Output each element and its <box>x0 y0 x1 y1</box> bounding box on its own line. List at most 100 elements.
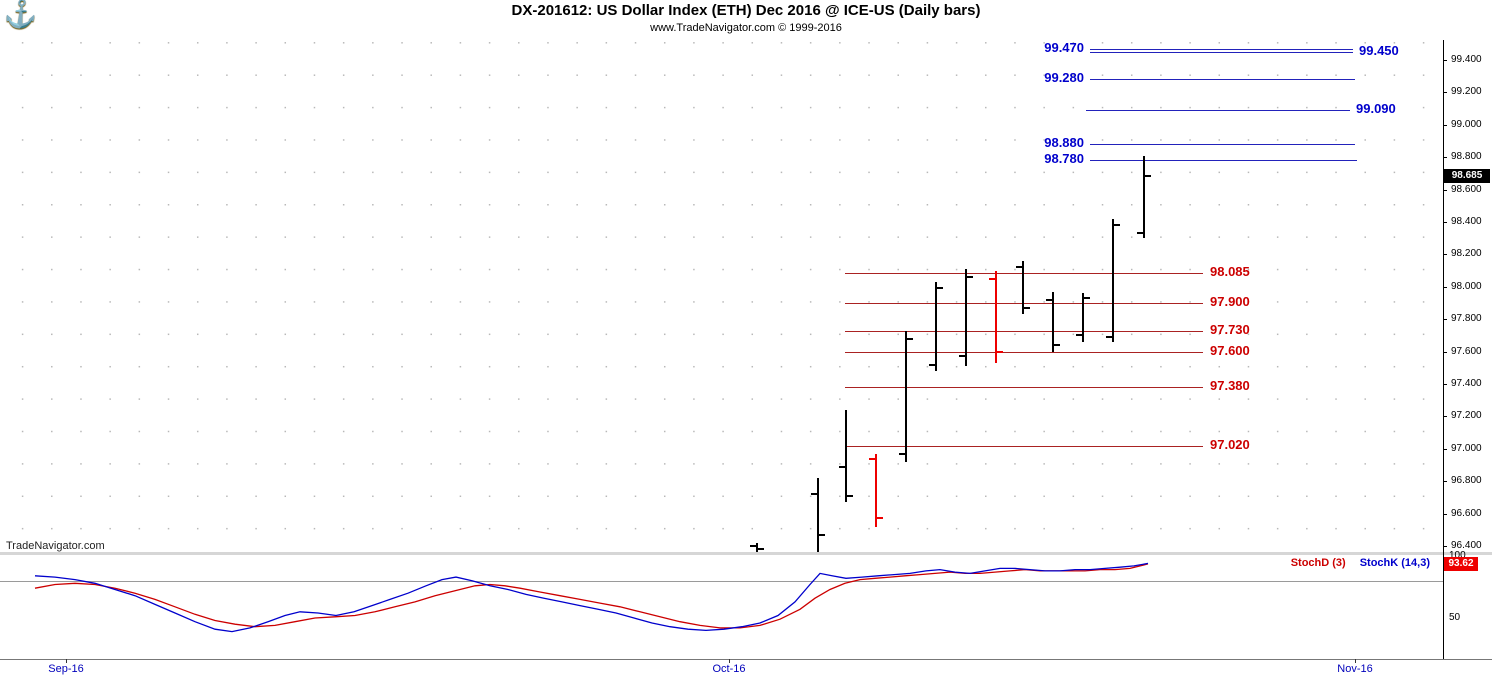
price-axis-label: 98.000 <box>1451 280 1482 292</box>
price-axis-tick <box>1443 157 1447 159</box>
price-axis-tick <box>1443 92 1447 94</box>
price-axis-label: 99.000 <box>1451 118 1482 130</box>
ohlc-bar <box>1082 293 1084 342</box>
ohlc-bar <box>935 281 937 372</box>
resistance-label: 98.880 <box>1044 135 1084 151</box>
ohlc-open-tick <box>959 355 965 358</box>
ohlc-close-tick <box>1084 297 1090 300</box>
price-axis-label: 98.200 <box>1451 248 1482 260</box>
legend-item-stochd[interactable]: StochD (3) <box>1290 557 1346 569</box>
ohlc-close-tick <box>758 548 764 551</box>
time-axis-line <box>0 659 1492 660</box>
stoch-axis-label: 50 <box>1449 612 1461 623</box>
support-line[interactable] <box>845 273 1203 275</box>
ohlc-bar <box>1143 155 1145 239</box>
resistance-line[interactable] <box>1090 79 1355 81</box>
resistance-label: 98.780 <box>1044 151 1084 167</box>
price-axis-label: 99.200 <box>1451 86 1482 98</box>
ohlc-close-tick <box>907 337 913 340</box>
price-axis-tick <box>1443 448 1447 450</box>
price-axis-tick <box>1443 124 1447 126</box>
ohlc-open-tick <box>1106 336 1112 339</box>
ohlc-close-tick <box>1024 306 1030 309</box>
support-label: 97.380 <box>1210 378 1250 394</box>
x-axis-tick <box>66 659 67 663</box>
ohlc-bar <box>1112 218 1114 342</box>
watermark: TradeNavigator.com <box>6 540 105 552</box>
support-label: 97.900 <box>1210 294 1250 309</box>
price-axis-label: 98.600 <box>1451 183 1482 195</box>
price-axis-tick <box>1443 319 1447 321</box>
price-axis-label: 96.400 <box>1451 540 1482 551</box>
ohlc-close-tick <box>819 533 825 536</box>
ohlc-open-tick <box>1076 334 1082 337</box>
support-line[interactable] <box>845 387 1203 389</box>
resistance-line[interactable] <box>1086 110 1350 112</box>
indicator-legend: StochD (3) StochK (14,3) <box>1240 557 1430 569</box>
price-axis-tick <box>1443 481 1447 483</box>
price-axis-tick <box>1443 384 1447 385</box>
support-line[interactable] <box>845 351 1203 353</box>
resistance-label: 99.280 <box>1044 70 1084 86</box>
ohlc-bar <box>1022 260 1024 315</box>
price-axis-tick <box>1443 416 1447 418</box>
ohlc-bar <box>875 453 877 527</box>
ohlc-bar <box>965 268 967 367</box>
price-axis-tick <box>1443 254 1447 256</box>
ohlc-bar <box>1052 291 1054 352</box>
ohlc-bar <box>845 409 847 503</box>
price-axis-label: 97.800 <box>1451 313 1482 325</box>
ohlc-open-tick <box>1046 298 1052 301</box>
stoch-ref-line <box>0 580 1443 582</box>
x-axis-tick <box>1355 659 1356 663</box>
x-axis-tick <box>729 659 730 663</box>
ohlc-close-tick <box>967 276 973 279</box>
resistance-label: 99.450 <box>1359 42 1399 58</box>
ohlc-close-tick <box>1114 224 1120 227</box>
ohlc-open-tick <box>1016 266 1022 269</box>
support-line[interactable] <box>845 445 1203 447</box>
resistance-line[interactable] <box>1090 51 1353 53</box>
stoch-value-badge: 93.62 <box>1444 556 1478 571</box>
support-label: 97.730 <box>1210 321 1250 337</box>
ohlc-open-tick <box>899 452 905 455</box>
ohlc-open-tick <box>869 457 875 460</box>
ohlc-open-tick <box>989 277 995 280</box>
resistance-label: 99.470 <box>1044 39 1084 55</box>
resistance-line[interactable] <box>1090 144 1355 146</box>
x-axis-month-label: Oct-16 <box>712 663 746 675</box>
price-axis-label: 97.200 <box>1451 410 1482 422</box>
support-label: 98.085 <box>1210 264 1250 280</box>
ohlc-close-tick <box>997 350 1003 353</box>
support-line[interactable] <box>845 303 1203 304</box>
legend-item-stochk[interactable]: StochK (14,3) <box>1359 557 1430 569</box>
price-axis-tick <box>1443 546 1447 547</box>
chart-title: DX-201612: US Dollar Index (ETH) Dec 201… <box>511 2 981 19</box>
ohlc-close-tick <box>877 517 883 520</box>
price-axis-line <box>1443 40 1444 660</box>
price-axis-tick <box>1443 286 1447 288</box>
stoch-axis-label: 100 <box>1449 550 1466 561</box>
resistance-line[interactable] <box>1090 48 1353 50</box>
support-line[interactable] <box>845 330 1203 332</box>
x-axis-month-label: Nov-16 <box>1337 663 1373 675</box>
support-label: 97.600 <box>1210 342 1250 358</box>
stoch-line-stochd <box>34 563 1149 629</box>
resistance-label: 99.090 <box>1356 101 1396 117</box>
price-axis-tick <box>1443 513 1447 515</box>
price-axis-tick <box>1443 189 1447 191</box>
price-axis-label: 97.400 <box>1451 378 1482 389</box>
stoch-plot <box>34 562 1149 633</box>
ohlc-close-tick <box>847 494 853 497</box>
ohlc-bar <box>756 542 758 553</box>
ohlc-bar <box>905 330 907 462</box>
resistance-line[interactable] <box>1090 160 1357 162</box>
price-axis-label: 97.600 <box>1451 345 1482 357</box>
ohlc-open-tick <box>1137 232 1143 235</box>
ohlc-bar <box>817 477 819 553</box>
ohlc-close-tick <box>1145 174 1151 177</box>
price-axis-label: 96.600 <box>1451 507 1482 519</box>
ohlc-close-tick <box>1054 344 1060 347</box>
